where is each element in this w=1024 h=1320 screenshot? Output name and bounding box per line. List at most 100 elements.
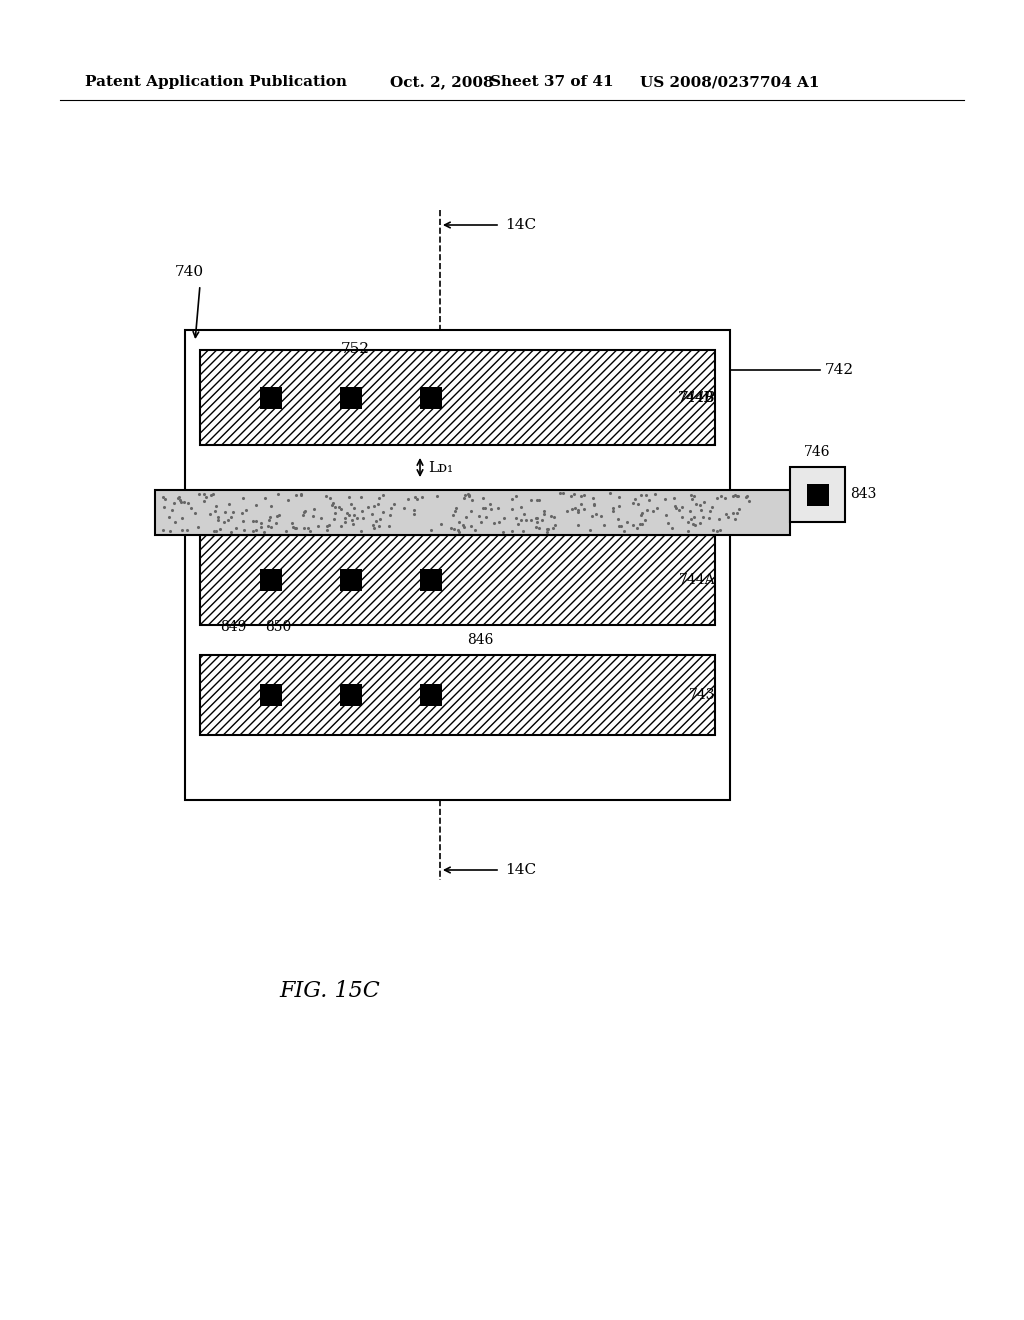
Point <box>293 484 309 506</box>
Point <box>445 519 462 540</box>
Point <box>693 499 710 520</box>
Point <box>563 499 580 520</box>
Point <box>563 486 580 507</box>
Bar <box>807 483 828 506</box>
Text: 846: 846 <box>467 634 494 647</box>
Point <box>155 486 171 507</box>
Point <box>268 506 285 527</box>
Text: 744B: 744B <box>678 391 715 404</box>
Point <box>179 492 196 513</box>
Point <box>604 496 621 517</box>
Point <box>327 496 343 517</box>
Point <box>345 504 361 525</box>
Point <box>171 487 187 508</box>
Point <box>331 496 347 517</box>
Point <box>461 486 477 507</box>
Point <box>369 510 385 531</box>
Text: Sheet 37 of 41: Sheet 37 of 41 <box>490 75 613 88</box>
Point <box>224 502 241 523</box>
Point <box>627 488 643 510</box>
Point <box>198 486 214 507</box>
Point <box>447 498 464 519</box>
Point <box>210 507 226 528</box>
Point <box>539 519 555 540</box>
Point <box>593 506 609 527</box>
Point <box>555 483 571 504</box>
Point <box>489 498 506 519</box>
Point <box>717 487 733 508</box>
Point <box>407 487 423 508</box>
Point <box>238 499 254 520</box>
Point <box>527 516 544 537</box>
Point <box>596 513 612 535</box>
Point <box>460 483 476 504</box>
Bar <box>420 684 442 706</box>
Point <box>205 483 221 504</box>
Point <box>586 495 602 516</box>
Point <box>300 517 316 539</box>
Point <box>263 495 280 516</box>
Point <box>674 507 690 528</box>
Point <box>349 507 366 528</box>
Point <box>236 488 252 510</box>
Point <box>711 508 727 529</box>
Point <box>725 503 741 524</box>
Point <box>634 503 650 524</box>
Point <box>528 490 545 511</box>
Text: 850: 850 <box>265 620 291 634</box>
Point <box>638 484 654 506</box>
Point <box>443 517 460 539</box>
Point <box>683 484 699 506</box>
Point <box>741 491 758 512</box>
Point <box>611 486 628 507</box>
Point <box>318 519 335 540</box>
Point <box>212 517 228 539</box>
Point <box>174 507 190 528</box>
Point <box>386 494 402 515</box>
Text: Patent Application Publication: Patent Application Publication <box>85 75 347 88</box>
Text: Oct. 2, 2008: Oct. 2, 2008 <box>390 75 494 88</box>
Point <box>333 499 349 520</box>
Point <box>540 519 556 540</box>
Point <box>162 520 178 541</box>
Point <box>186 503 203 524</box>
Point <box>318 516 335 537</box>
Bar <box>790 467 845 521</box>
Point <box>649 498 666 519</box>
Point <box>639 500 655 521</box>
Point <box>206 520 222 541</box>
Point <box>528 508 545 529</box>
Point <box>477 498 494 519</box>
Point <box>256 521 272 543</box>
Point <box>457 484 473 506</box>
Point <box>657 488 674 510</box>
Point <box>270 504 287 525</box>
Point <box>173 492 189 513</box>
Point <box>456 487 472 508</box>
Point <box>313 507 330 528</box>
Point <box>458 507 474 528</box>
Point <box>545 517 561 539</box>
Point <box>281 490 297 511</box>
Point <box>671 500 687 521</box>
Point <box>429 486 445 507</box>
Point <box>504 499 520 520</box>
Point <box>730 486 746 507</box>
Point <box>710 520 726 541</box>
Point <box>724 486 740 507</box>
Point <box>327 503 343 524</box>
Point <box>190 483 207 504</box>
Point <box>610 508 627 529</box>
Point <box>588 503 604 524</box>
Point <box>641 490 657 511</box>
Point <box>414 486 430 507</box>
Point <box>367 496 383 517</box>
Point <box>618 511 635 532</box>
Text: 14C: 14C <box>505 218 537 232</box>
Point <box>478 507 495 528</box>
Point <box>296 517 312 539</box>
Point <box>713 486 729 507</box>
Point <box>189 516 206 537</box>
Point <box>683 508 699 529</box>
Point <box>339 502 355 523</box>
